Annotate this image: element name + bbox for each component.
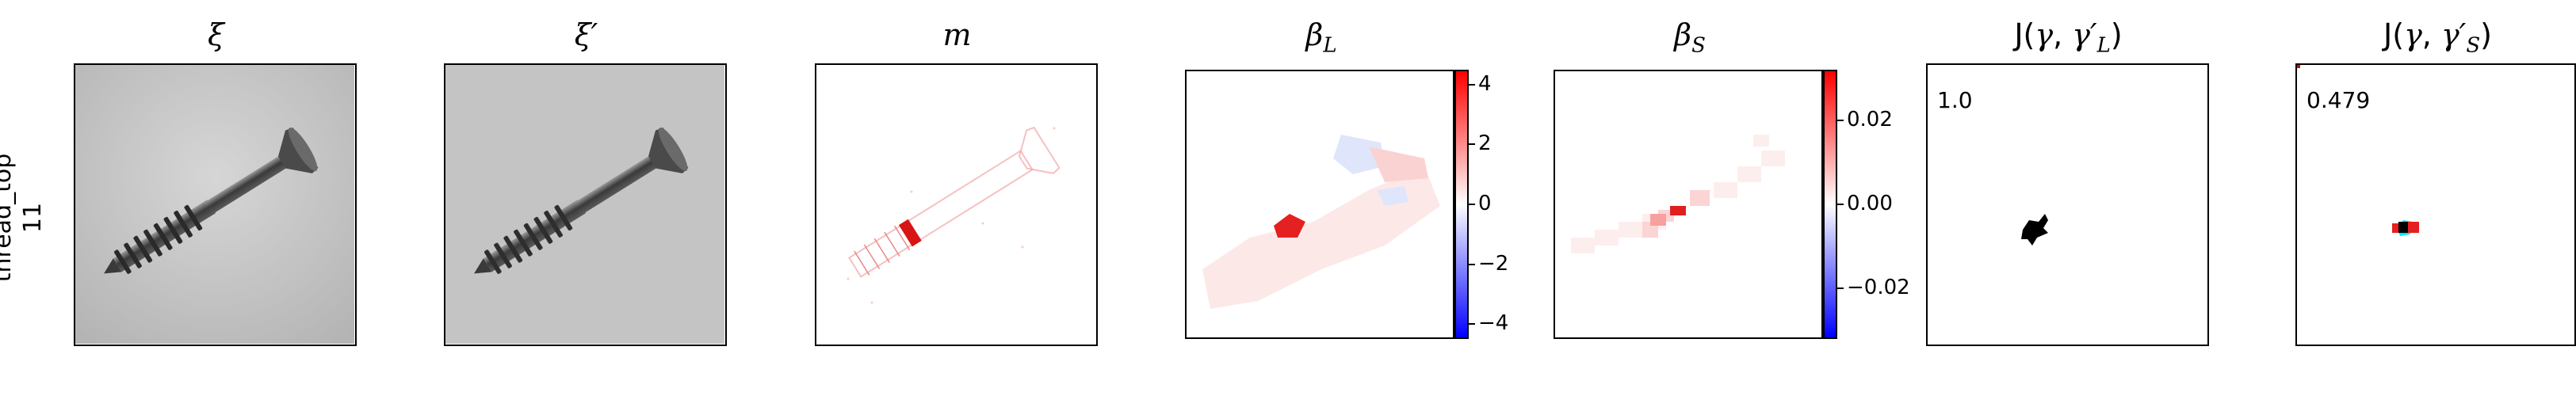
- difference-map: [816, 65, 1095, 344]
- colorbar-tick-mark: [1469, 204, 1475, 205]
- colorbar-beta-l: [1454, 70, 1469, 339]
- colorbar-tick-label: 0.02: [1847, 107, 1893, 131]
- colorbar-tick-label: 0.00: [1847, 192, 1893, 215]
- title-j-s-gamma2: γ′: [2440, 17, 2467, 52]
- title-j-l-sep: ,: [2053, 17, 2073, 52]
- panel-title-j-l: J(γ, γ′L): [1928, 17, 2209, 58]
- panel-j-l: 1.0: [1926, 63, 2209, 346]
- title-j-l-suffix: ): [2110, 17, 2123, 52]
- score-j-l: 1.0: [1937, 87, 1973, 113]
- colorbar-tick-mark: [1469, 143, 1475, 146]
- title-j-l-gamma: γ: [2035, 17, 2054, 52]
- panel-title-j-s: J(γ, γ′S): [2297, 17, 2576, 58]
- colorbar-tick-mark: [1837, 204, 1844, 205]
- title-j-s-gamma: γ: [2404, 17, 2422, 52]
- row-label-line1: thread_top: [0, 153, 17, 283]
- panel-xi-prime: [444, 63, 727, 346]
- title-j-s-prefix: J(: [2383, 17, 2405, 52]
- colorbar-tick-label: −2: [1478, 251, 1509, 276]
- score-j-s: 0.479: [2307, 87, 2371, 113]
- colorbar-tick-mark: [1837, 119, 1844, 121]
- panel-beta-l: [1185, 70, 1454, 339]
- panel-title-beta-l: βL: [1187, 17, 1456, 58]
- row-label: thread_top 11: [0, 139, 52, 297]
- screw-image-reconstructed: [445, 65, 724, 344]
- title-beta-s-sub: S: [1691, 33, 1706, 58]
- colorbar-tick-label: 0: [1478, 192, 1492, 215]
- panel-title-xi-prime: ξ′: [574, 17, 598, 52]
- colorbar-beta-s: [1823, 70, 1837, 339]
- colorbar-tick-label: 4: [1478, 71, 1492, 96]
- colorbar-tick-label: −4: [1478, 311, 1509, 336]
- colorbar-tick-mark: [1469, 263, 1475, 265]
- panel-beta-s: [1554, 70, 1823, 339]
- panel-title-beta-s: βS: [1555, 17, 1825, 58]
- screw-image-original: [75, 65, 354, 344]
- panel-j-s: 0.479: [2295, 63, 2576, 346]
- title-j-s-suffix: ): [2480, 17, 2492, 52]
- row-label-line2: 11: [19, 202, 47, 234]
- title-beta-s-base: β: [1674, 17, 1692, 52]
- panel-title-m: m: [942, 17, 972, 52]
- colorbar-tick-mark: [1469, 83, 1475, 86]
- j-l-mask: [2021, 214, 2048, 246]
- beta-l-map: [1187, 71, 1453, 337]
- j-s-mask: [2297, 65, 2419, 236]
- title-j-l-prefix: J(: [2014, 17, 2035, 52]
- panel-xi: [74, 63, 357, 346]
- title-j-s-sep: ,: [2421, 17, 2441, 52]
- panel-title-xi: ξ: [208, 17, 224, 52]
- title-beta-l-sub: L: [1323, 33, 1337, 58]
- title-j-l-gamma2: γ′: [2072, 17, 2097, 52]
- title-j-s-sub: S: [2466, 33, 2481, 58]
- colorbar-tick-label: 2: [1478, 131, 1492, 156]
- colorbar-tick-mark: [1837, 287, 1844, 290]
- title-beta-l-base: β: [1305, 17, 1324, 52]
- colorbar-tick-mark: [1469, 323, 1475, 326]
- beta-s-map: [1555, 71, 1821, 337]
- title-j-l-sub: L: [2096, 33, 2111, 58]
- colorbar-tick-label: −0.02: [1847, 276, 1910, 300]
- panel-m: [815, 63, 1098, 346]
